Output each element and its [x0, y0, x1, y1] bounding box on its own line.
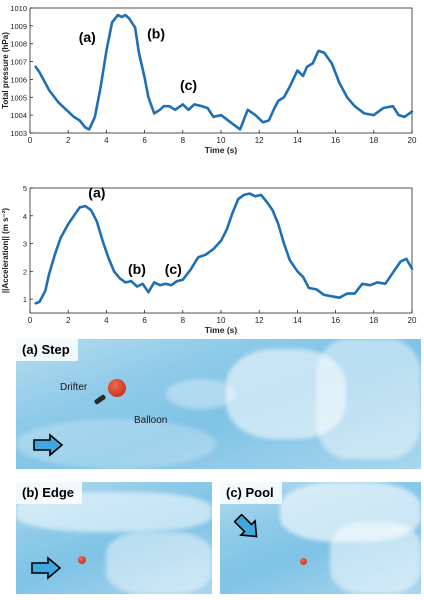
y-tick-label: 1 — [23, 295, 27, 304]
annotation-label: (c) — [165, 261, 182, 277]
y-tick-label: 1009 — [10, 22, 27, 31]
y-tick-label: 1010 — [10, 4, 27, 13]
arrow-down-right-icon — [234, 514, 258, 538]
x-tick-label: 10 — [217, 316, 226, 325]
balloon-label: Balloon — [134, 415, 168, 426]
x-tick-label: 10 — [217, 136, 226, 145]
x-tick-label: 20 — [408, 316, 417, 325]
y-tick-label: 1004 — [10, 111, 27, 120]
arrow-right-icon — [31, 556, 62, 580]
annotation-label: (b) — [147, 25, 165, 41]
annotation-label: (a) — [79, 29, 96, 45]
annotation-label: (b) — [128, 261, 146, 277]
drifter-icon — [93, 394, 107, 405]
acceleration-chart: 0 2 4 6 8 10 12 14 16 18 20 1 2 3 4 5 Time (s) ||Accelera… — [0, 178, 424, 338]
x-axis-label: Time (s) — [205, 145, 238, 155]
balloon-icon — [108, 379, 126, 397]
y-tick-label: 4 — [23, 212, 27, 221]
drifter-label: Drifter — [60, 382, 88, 393]
photo-label: (b) Edge — [16, 482, 82, 504]
x-tick-label: 16 — [331, 316, 340, 325]
drifter-icon — [78, 556, 86, 564]
photo-label: (c) Pool — [220, 482, 282, 504]
x-tick-label: 0 — [28, 136, 33, 145]
x-tick-label: 20 — [408, 136, 417, 145]
x-tick-label: 6 — [142, 316, 147, 325]
annotation-label: (a) — [88, 185, 105, 201]
x-tick-label: 16 — [331, 136, 340, 145]
y-tick-label: 1005 — [10, 93, 27, 102]
pressure-chart-svg: 0 2 4 6 8 10 12 14 16 18 20 1003 1004 1005 1006 1007 100… — [1, 4, 417, 155]
x-tick-label: 18 — [369, 136, 378, 145]
x-tick-label: 2 — [66, 136, 71, 145]
photo-pool-panel: (c) Pool — [220, 482, 421, 594]
x-tick-label: 2 — [66, 316, 71, 325]
y-tick-label: 1003 — [10, 129, 27, 138]
annotation-label: (c) — [180, 77, 197, 93]
series-line-0 — [34, 13, 414, 131]
x-axis-label: Time (s) — [205, 325, 238, 335]
arrow-right-icon — [33, 433, 64, 457]
x-tick-label: 8 — [181, 136, 186, 145]
x-tick-label: 12 — [255, 316, 264, 325]
y-axis-label: Total pressure (hPa) — [1, 32, 10, 109]
x-tick-label: 0 — [28, 316, 33, 325]
x-tick-label: 8 — [181, 316, 186, 325]
series-line-0 — [34, 192, 414, 305]
x-tick-label: 4 — [104, 316, 109, 325]
y-axis-label: ||Acceleration|| (m s⁻²) — [1, 208, 10, 294]
x-tick-label: 18 — [369, 316, 378, 325]
pressure-chart: 0 2 4 6 8 10 12 14 16 18 20 1003 1004 1005 1006 1007 100… — [0, 0, 424, 160]
x-tick-label: 6 — [142, 136, 147, 145]
y-tick-label: 1008 — [10, 40, 27, 49]
y-tick-label: 2 — [23, 267, 27, 276]
photo-label: (a) Step — [16, 339, 78, 361]
y-tick-label: 5 — [23, 184, 27, 193]
y-tick-label: 1007 — [10, 58, 27, 67]
drifter-icon — [300, 558, 307, 565]
x-tick-label: 4 — [104, 136, 109, 145]
x-tick-label: 14 — [293, 136, 302, 145]
photo-step-panel: (a) Step Drifter Balloon — [16, 339, 421, 469]
photo-edge-panel: (b) Edge — [16, 482, 212, 594]
y-tick-label: 1006 — [10, 75, 27, 84]
y-tick-label: 3 — [23, 240, 27, 249]
x-tick-label: 14 — [293, 316, 302, 325]
x-tick-label: 12 — [255, 136, 264, 145]
